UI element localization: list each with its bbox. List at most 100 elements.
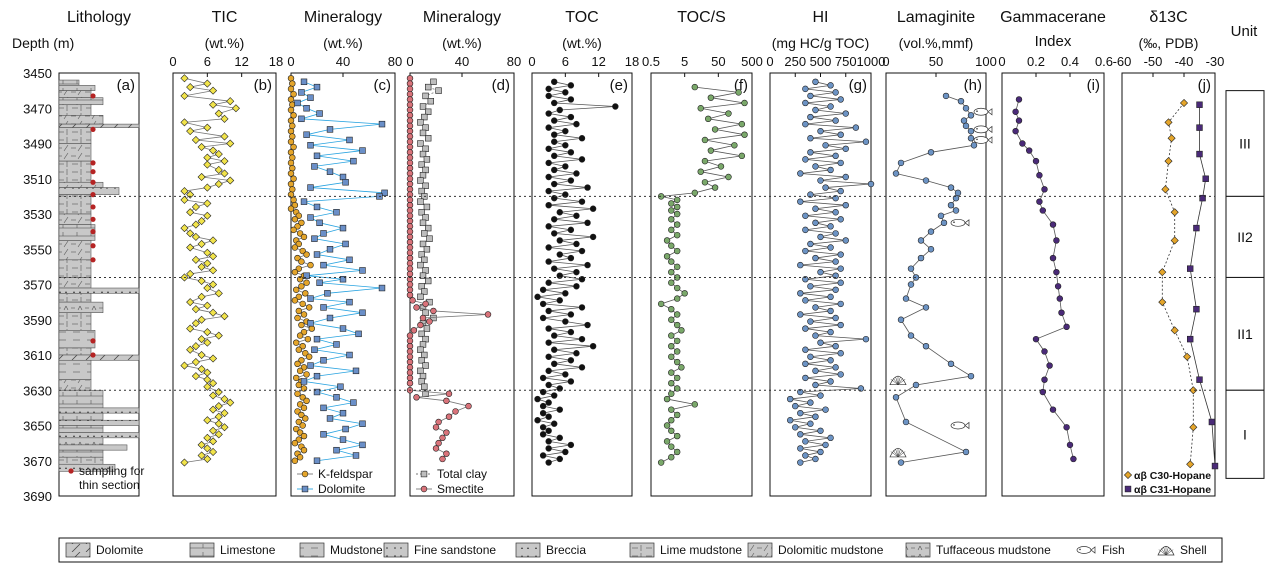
depth-axis-label: Depth (m) (12, 35, 74, 51)
data-point (701, 157, 709, 165)
data-point (612, 103, 619, 110)
lithology-bed (58, 123, 140, 128)
data-point (295, 265, 302, 272)
data-point (842, 237, 849, 244)
panel-title: TOC/S (677, 9, 726, 26)
data-point (556, 272, 563, 279)
data-point (298, 283, 305, 290)
panel-unit: (wt.%) (442, 35, 482, 51)
data-point (802, 297, 809, 304)
data-point (300, 233, 308, 241)
data-point (422, 182, 429, 189)
data-point (197, 451, 206, 460)
data-point (337, 383, 344, 390)
data-point (406, 281, 414, 288)
data-point (406, 249, 414, 256)
data-point (339, 276, 347, 283)
sample-point (90, 257, 96, 263)
data-point (293, 425, 300, 433)
data-point (697, 105, 704, 112)
data-point (406, 122, 414, 130)
data-point (417, 119, 424, 126)
data-point (180, 74, 189, 83)
data-point (422, 362, 429, 369)
data-point (291, 297, 299, 304)
data-point (578, 364, 586, 371)
data-point (827, 434, 834, 442)
data-point (539, 424, 547, 431)
data-point (902, 295, 910, 302)
data-point (822, 142, 829, 149)
data-point (1025, 147, 1033, 154)
data-point (298, 115, 305, 123)
data-point (406, 149, 414, 156)
data-point (307, 142, 314, 149)
data-point (837, 187, 844, 195)
data-point (417, 293, 424, 301)
data-point (556, 297, 563, 304)
data-point (802, 360, 809, 368)
data-point (339, 173, 347, 181)
data-point (406, 286, 414, 293)
data-point (300, 378, 308, 385)
series-line (1015, 99, 1074, 460)
data-point (435, 418, 442, 426)
unit-label: II2 (1237, 229, 1253, 245)
data-point (295, 212, 302, 219)
data-point (220, 395, 229, 404)
data-point (419, 240, 427, 248)
sample-legend-label: thin section (79, 478, 140, 492)
x-tick-label: 0 (882, 54, 889, 69)
x-tick-label: 0.6 (1095, 54, 1113, 69)
data-point (298, 411, 305, 419)
data-point (731, 142, 738, 149)
data-point (562, 290, 569, 297)
data-point (954, 189, 962, 197)
data-point (567, 441, 575, 449)
data-point (807, 149, 814, 156)
data-point (287, 159, 295, 167)
data-point (1066, 441, 1074, 449)
data-point (1158, 268, 1167, 277)
panel-d: Mineralogy (wt.%) (d) 0 40 80 Total claySmecti… (406, 9, 521, 497)
data-point (837, 350, 844, 357)
data-point (290, 143, 297, 151)
data-point (296, 401, 304, 408)
lithology-bed (58, 444, 128, 451)
data-point (578, 304, 586, 311)
unit-box (1225, 389, 1265, 479)
shell-icon (890, 451, 899, 458)
data-point (413, 304, 420, 311)
data-point (668, 242, 675, 249)
data-point (452, 408, 459, 415)
data-point (668, 332, 675, 339)
shell-icon (1163, 547, 1167, 556)
data-point (942, 92, 950, 100)
data-point (186, 83, 195, 92)
lithology-bed (58, 463, 116, 472)
data-point (289, 186, 296, 193)
data-point (421, 256, 428, 264)
data-point (421, 351, 428, 359)
data-point (352, 452, 360, 459)
data-point (534, 395, 541, 403)
data-point (421, 113, 428, 121)
sample-point (90, 169, 96, 175)
data-point (418, 283, 425, 290)
data-point (203, 368, 212, 377)
data-point (289, 133, 296, 140)
data-point (316, 279, 323, 286)
data-point (186, 229, 195, 238)
legend-label: Breccia (546, 543, 586, 557)
data-point (545, 445, 552, 452)
data-point (1058, 309, 1065, 316)
x-tick-label: 0 (998, 54, 1005, 69)
data-point (1211, 462, 1219, 470)
data-point (406, 201, 414, 209)
data-point (209, 426, 218, 435)
lithology-bed (58, 194, 92, 215)
data-point (673, 196, 681, 204)
panel-title: HI (813, 9, 829, 26)
data-point (406, 138, 414, 145)
